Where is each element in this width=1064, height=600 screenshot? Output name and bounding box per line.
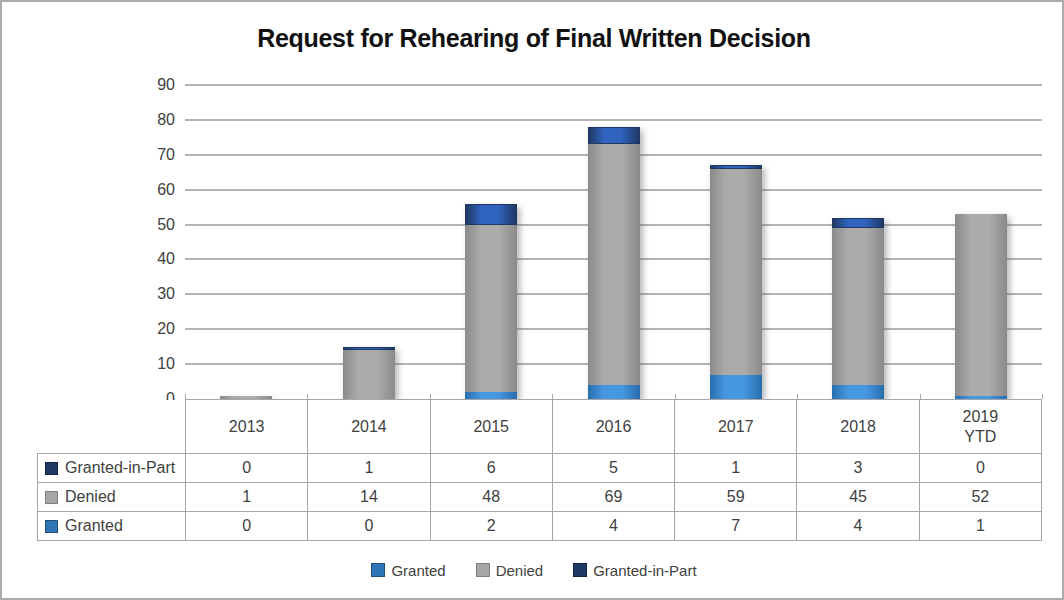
- legend-item-denied: Denied: [476, 562, 544, 579]
- series-color-swatch-icon: [45, 520, 58, 533]
- table-value-cell: 1: [186, 483, 308, 512]
- table-value-cell: 48: [430, 483, 552, 512]
- table-row-label-text: Denied: [65, 488, 116, 506]
- chart-title: Request for Rehearing of Final Written D…: [2, 24, 1064, 53]
- table-value-cell: 4: [797, 512, 919, 541]
- data-table: 2013201420152016201720182019 YTD Granted…: [37, 399, 1042, 541]
- table-row-label-text: Granted-in-Part: [65, 459, 175, 477]
- series-color-swatch-icon: [45, 462, 58, 475]
- table-year-header: 2017: [675, 400, 797, 454]
- table-value-cell: 14: [308, 483, 430, 512]
- y-axis-tick-label: 70: [115, 146, 175, 164]
- table-header-row: 2013201420152016201720182019 YTD: [38, 400, 1042, 454]
- y-axis-tick-label: 10: [115, 355, 175, 373]
- table-year-header: 2015: [430, 400, 552, 454]
- table-row-label-cell: Denied: [38, 483, 186, 512]
- legend-color-swatch-icon: [371, 563, 385, 577]
- table-row: Denied 1144869594552: [38, 483, 1042, 512]
- bar-segment-denied: [832, 228, 884, 385]
- table-year-header: 2019 YTD: [919, 400, 1041, 454]
- legend-color-swatch-icon: [476, 563, 490, 577]
- table-row-label: Granted-in-Part: [38, 454, 185, 482]
- table-row: Granted-in-Part0165130: [38, 454, 1042, 483]
- legend-label: Granted: [391, 562, 445, 579]
- bar-segment-granted-in-part: [465, 204, 517, 225]
- table-row: Granted0024741: [38, 512, 1042, 541]
- y-axis-tick-label: 20: [115, 320, 175, 338]
- bar-2017: [710, 165, 762, 399]
- table-value-cell: 3: [797, 454, 919, 483]
- series-color-swatch-icon: [45, 491, 58, 504]
- table-row-label-text: Granted: [65, 517, 123, 535]
- bar-segment-granted-in-part: [588, 127, 640, 144]
- bar-segment-denied: [955, 214, 1007, 395]
- bar-segment-granted: [710, 375, 762, 399]
- bar-segment-denied: [343, 350, 395, 399]
- table-corner-cell: [38, 400, 186, 454]
- table-row-label: Denied: [38, 483, 185, 511]
- legend-label: Granted-in-Part: [593, 562, 696, 579]
- bar-segment-granted: [465, 392, 517, 399]
- gridline: [185, 119, 1042, 121]
- bar-2019-YTD: [955, 214, 1007, 399]
- legend-item-granted: Granted: [371, 562, 445, 579]
- legend-label: Denied: [496, 562, 544, 579]
- table-value-cell: 6: [430, 454, 552, 483]
- table-year-header: 2016: [552, 400, 674, 454]
- bar-2018: [832, 218, 884, 399]
- table-value-cell: 45: [797, 483, 919, 512]
- table-row-label-cell: Granted-in-Part: [38, 454, 186, 483]
- table-row-label: Granted: [38, 512, 185, 540]
- legend-item-granted-in-part: Granted-in-Part: [573, 562, 696, 579]
- table-value-cell: 1: [675, 454, 797, 483]
- y-axis-tick-label: 40: [115, 250, 175, 268]
- table-value-cell: 2: [430, 512, 552, 541]
- gridline: [185, 84, 1042, 86]
- y-axis-tick-label: 80: [115, 111, 175, 129]
- y-axis-tick-label: 30: [115, 285, 175, 303]
- y-axis-tick-label: 60: [115, 181, 175, 199]
- table-value-cell: 7: [675, 512, 797, 541]
- bar-2014: [343, 347, 395, 399]
- chart-frame: Request for Rehearing of Final Written D…: [0, 0, 1064, 600]
- table-year-header: 2018: [797, 400, 919, 454]
- bar-segment-granted-in-part: [832, 218, 884, 228]
- x-axis-tick: [1042, 394, 1043, 399]
- table-value-cell: 1: [919, 512, 1041, 541]
- legend-color-swatch-icon: [573, 563, 587, 577]
- table-value-cell: 4: [552, 512, 674, 541]
- legend: Granted Denied Granted-in-Part: [2, 557, 1064, 583]
- table-value-cell: 69: [552, 483, 674, 512]
- bar-segment-granted: [832, 385, 884, 399]
- y-axis-tick-label: 50: [115, 216, 175, 234]
- table-value-cell: 5: [552, 454, 674, 483]
- bar-segment-denied: [465, 225, 517, 392]
- table-row-label-cell: Granted: [38, 512, 186, 541]
- table-value-cell: 0: [308, 512, 430, 541]
- table-value-cell: 0: [919, 454, 1041, 483]
- bar-segment-denied: [588, 144, 640, 385]
- table-year-header: 2014: [308, 400, 430, 454]
- y-axis-tick-label: 90: [115, 76, 175, 94]
- table-value-cell: 0: [186, 512, 308, 541]
- bar-2015: [465, 204, 517, 399]
- table-value-cell: 52: [919, 483, 1041, 512]
- bar-segment-denied: [710, 169, 762, 375]
- table-value-cell: 0: [186, 454, 308, 483]
- table-value-cell: 1: [308, 454, 430, 483]
- bar-segment-granted: [588, 385, 640, 399]
- table-value-cell: 59: [675, 483, 797, 512]
- bar-2016: [588, 127, 640, 399]
- table-year-header: 2013: [186, 400, 308, 454]
